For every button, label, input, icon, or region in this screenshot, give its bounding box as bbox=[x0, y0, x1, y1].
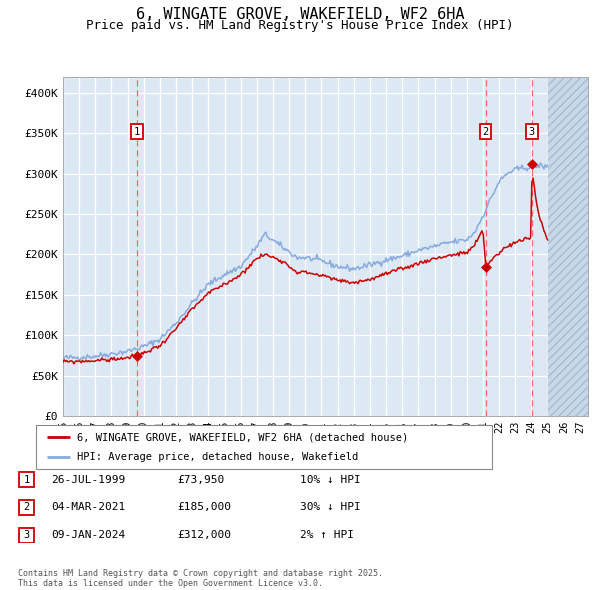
Text: 2: 2 bbox=[482, 127, 489, 137]
FancyBboxPatch shape bbox=[36, 425, 492, 469]
Text: 04-MAR-2021: 04-MAR-2021 bbox=[51, 503, 125, 512]
Text: Price paid vs. HM Land Registry's House Price Index (HPI): Price paid vs. HM Land Registry's House … bbox=[86, 19, 514, 32]
Text: 3: 3 bbox=[529, 127, 535, 137]
Text: 09-JAN-2024: 09-JAN-2024 bbox=[51, 530, 125, 540]
Text: 30% ↓ HPI: 30% ↓ HPI bbox=[300, 503, 361, 512]
Bar bbox=[548, 77, 588, 416]
Text: HPI: Average price, detached house, Wakefield: HPI: Average price, detached house, Wake… bbox=[77, 452, 358, 461]
Text: 1: 1 bbox=[134, 127, 140, 137]
Text: 6, WINGATE GROVE, WAKEFIELD, WF2 6HA: 6, WINGATE GROVE, WAKEFIELD, WF2 6HA bbox=[136, 7, 464, 22]
Text: £185,000: £185,000 bbox=[177, 503, 231, 512]
Text: 10% ↓ HPI: 10% ↓ HPI bbox=[300, 475, 361, 484]
FancyBboxPatch shape bbox=[19, 527, 34, 543]
Text: 26-JUL-1999: 26-JUL-1999 bbox=[51, 475, 125, 484]
Text: 2% ↑ HPI: 2% ↑ HPI bbox=[300, 530, 354, 540]
FancyBboxPatch shape bbox=[19, 472, 34, 487]
Text: Contains HM Land Registry data © Crown copyright and database right 2025.
This d: Contains HM Land Registry data © Crown c… bbox=[18, 569, 383, 588]
Text: 3: 3 bbox=[23, 530, 29, 540]
Text: 2: 2 bbox=[23, 503, 29, 512]
Text: 6, WINGATE GROVE, WAKEFIELD, WF2 6HA (detached house): 6, WINGATE GROVE, WAKEFIELD, WF2 6HA (de… bbox=[77, 432, 408, 442]
FancyBboxPatch shape bbox=[19, 500, 34, 515]
Text: £312,000: £312,000 bbox=[177, 530, 231, 540]
Text: £73,950: £73,950 bbox=[177, 475, 224, 484]
Text: 1: 1 bbox=[23, 475, 29, 484]
